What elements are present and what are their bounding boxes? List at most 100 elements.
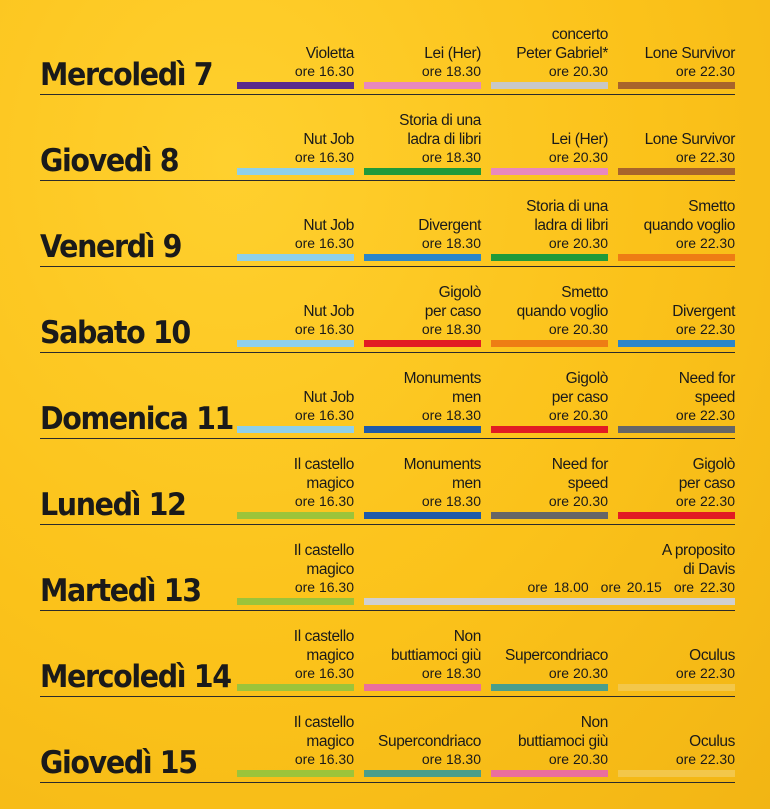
film-title: Smetto quando voglio	[643, 198, 736, 234]
film-color-bar	[237, 512, 354, 519]
film-title: Divergent	[418, 217, 481, 234]
film-title: concerto Peter Gabriel*	[516, 26, 608, 62]
day-row: Martedì 13 Il castello magico ore 16.30 A p…	[0, 525, 770, 611]
film-color-bar	[364, 254, 481, 261]
showtime: ore 16.30	[294, 235, 354, 251]
screening-slot[interactable]: Gigolò per caso ore 18.30	[364, 283, 481, 347]
film-color-bar	[491, 512, 608, 519]
screening-slot[interactable]: Il castello magico ore 16.30	[237, 541, 354, 605]
screening-slot[interactable]: Nut Job ore 16.30	[237, 302, 354, 347]
film-title: Smetto quando voglio	[516, 284, 609, 320]
screening-slot[interactable]: Oculus ore 22.30	[618, 732, 735, 777]
screening-slot[interactable]: Il castello magico ore 16.30	[237, 455, 354, 519]
showtime: ore 16.30	[294, 149, 354, 165]
showtime: ore 22.30	[675, 235, 735, 251]
screening-slot[interactable]: Il castello magico ore 16.30	[237, 627, 354, 691]
screening-slot[interactable]: Violetta ore 16.30	[237, 44, 354, 89]
film-color-bar	[237, 168, 354, 175]
screening-slot[interactable]: Lone Survivor ore 22.30	[618, 130, 735, 175]
showtime: ore 20.15	[600, 579, 662, 595]
film-color-bar	[364, 684, 481, 691]
film-title: Gigolò per caso	[678, 456, 736, 492]
film-color-bar	[618, 254, 735, 261]
showtimes: ore 18.00 ore 20.15 ore 22.30	[364, 579, 735, 596]
screening-slot[interactable]: Supercondriaco ore 20.30	[491, 646, 608, 691]
film-color-bar	[237, 254, 354, 261]
screening-slot[interactable]: Supercondriaco ore 18.30	[364, 732, 481, 777]
showtime: ore 18.30	[421, 493, 481, 509]
film-title: Non buttiamoci giù	[390, 628, 481, 664]
screening-slot[interactable]: Storia di una ladra di libri ore 18.30	[364, 111, 481, 175]
film-color-bar	[237, 598, 354, 605]
screening-slot[interactable]: Lei (Her) ore 20.30	[491, 130, 608, 175]
day-label: Giovedì 8	[40, 143, 180, 179]
showtime: ore 18.30	[421, 321, 481, 337]
showtime: ore 20.30	[548, 665, 608, 681]
screening-slot[interactable]: Il castello magico ore 16.30	[237, 713, 354, 777]
film-color-bar	[618, 168, 735, 175]
day-row: Mercoledì 7 Violetta ore 16.30 Lei (Her) ore…	[0, 9, 770, 95]
film-title: Supercondriaco	[378, 733, 481, 750]
screening-slot[interactable]: Lone Survivor ore 22.30	[618, 44, 735, 89]
film-color-bar	[364, 598, 735, 605]
screening-slot[interactable]: Smetto quando voglio ore 22.30	[618, 197, 735, 261]
film-title: Lei (Her)	[424, 45, 481, 62]
row-divider	[40, 180, 735, 181]
film-title: Non buttiamoci giù	[517, 714, 608, 750]
screening-slot[interactable]: Oculus ore 22.30	[618, 646, 735, 691]
screening-slot[interactable]: Gigolò per caso ore 22.30	[618, 455, 735, 519]
film-color-bar	[364, 512, 481, 519]
film-color-bar	[491, 254, 608, 261]
row-divider	[40, 94, 735, 95]
showtime: ore 18.30	[421, 63, 481, 79]
film-title: Nut Job	[303, 303, 354, 320]
showtime: ore 22.30	[675, 493, 735, 509]
screening-slot[interactable]: Lei (Her) ore 18.30	[364, 44, 481, 89]
film-color-bar	[364, 168, 481, 175]
day-label: Mercoledì 14	[40, 659, 232, 695]
screening-slot[interactable]: Monuments men ore 18.30	[364, 369, 481, 433]
film-title: Supercondriaco	[505, 647, 608, 664]
film-title: Storia di una ladra di libri	[526, 198, 608, 234]
film-color-bar	[491, 770, 608, 777]
screening-slot[interactable]: Need for speed ore 22.30	[618, 369, 735, 433]
day-label: Domenica 11	[40, 401, 234, 437]
screening-slot[interactable]: Non buttiamoci giù ore 18.30	[364, 627, 481, 691]
screening-slot[interactable]: Divergent ore 18.30	[364, 216, 481, 261]
screening-slot[interactable]: Nut Job ore 16.30	[237, 130, 354, 175]
screening-slot[interactable]: Divergent ore 22.30	[618, 302, 735, 347]
film-title: Violetta	[305, 45, 355, 62]
screening-slot[interactable]: Non buttiamoci giù ore 20.30	[491, 713, 608, 777]
screening-slot[interactable]: concerto Peter Gabriel* ore 20.30	[491, 25, 608, 89]
film-title: Monuments men	[403, 370, 482, 406]
day-row: Domenica 11 Nut Job ore 16.30 Monuments men…	[0, 353, 770, 439]
day-label: Lunedì 12	[40, 487, 187, 523]
showtime: ore 16.30	[294, 493, 354, 509]
film-color-bar	[364, 770, 481, 777]
day-label: Giovedì 15	[40, 745, 198, 781]
film-title: Lone Survivor	[644, 45, 736, 62]
screening-slot[interactable]: Monuments men ore 18.30	[364, 455, 481, 519]
showtime: ore 20.30	[548, 493, 608, 509]
screening-slot[interactable]: Smetto quando voglio ore 20.30	[491, 283, 608, 347]
showtime: ore 18.00	[527, 579, 589, 595]
film-title: Lone Survivor	[644, 131, 736, 148]
film-title: Need for speed	[551, 456, 609, 492]
showtime: ore 20.30	[548, 149, 608, 165]
screening-slot-multi[interactable]: A proposito di Davis ore 18.00 ore 20.15 or…	[364, 541, 735, 605]
showtime: ore 18.30	[421, 235, 481, 251]
screening-slot[interactable]: Storia di una ladra di libri ore 20.30	[491, 197, 608, 261]
screening-slot[interactable]: Need for speed ore 20.30	[491, 455, 608, 519]
screening-slot[interactable]: Nut Job ore 16.30	[237, 388, 354, 433]
day-label: Mercoledì 7	[40, 57, 214, 93]
showtime: ore 22.30	[675, 665, 735, 681]
film-title: Oculus	[689, 647, 735, 664]
showtime: ore 16.30	[294, 665, 354, 681]
film-color-bar	[237, 770, 354, 777]
showtime: ore 20.30	[548, 751, 608, 767]
screening-slot[interactable]: Gigolò per caso ore 20.30	[491, 369, 608, 433]
film-color-bar	[491, 82, 608, 89]
film-color-bar	[364, 340, 481, 347]
screening-slot[interactable]: Nut Job ore 16.30	[237, 216, 354, 261]
